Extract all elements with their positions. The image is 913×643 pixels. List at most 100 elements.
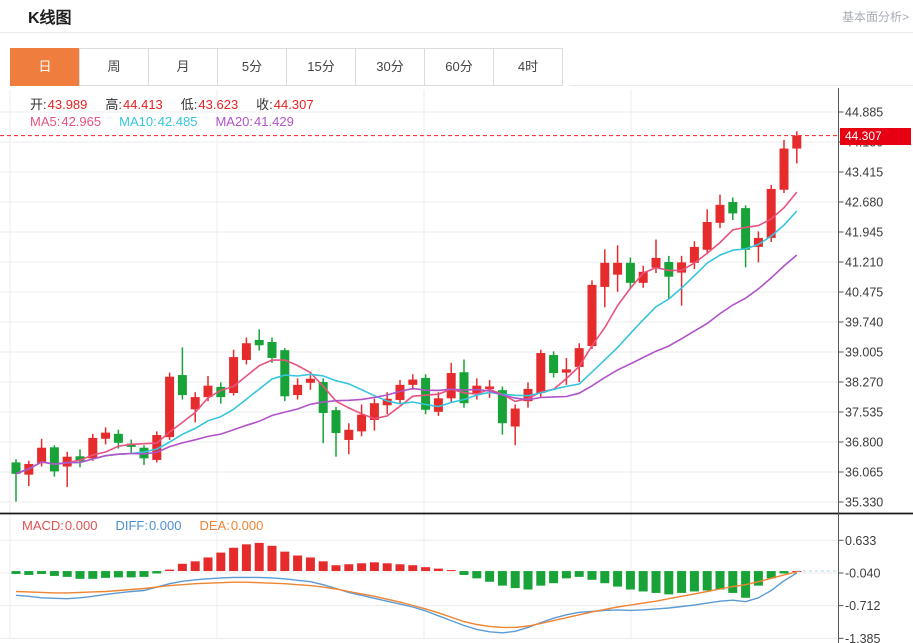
- readout-label: MA20:: [215, 114, 254, 129]
- candle-body: [702, 222, 712, 250]
- readout-label: 收:: [256, 97, 273, 112]
- macd-readout: MACD:0.000 DIFF:0.000 DEA:0.000: [22, 518, 281, 533]
- macd-bar: [472, 571, 482, 579]
- macd-bar: [497, 571, 507, 586]
- macd-bar: [369, 562, 379, 572]
- y-axis-label: 35.330: [845, 496, 883, 510]
- candle-body: [203, 385, 213, 398]
- candle-body: [715, 204, 725, 223]
- ma20-line: [15, 254, 798, 475]
- macd-axis-label: -0.712: [845, 599, 880, 613]
- y-axis-label: 36.065: [845, 466, 883, 480]
- candle-body: [216, 386, 226, 398]
- macd-bar: [753, 571, 763, 586]
- candle-body: [395, 384, 405, 400]
- candle-body: [75, 456, 85, 462]
- candle-body: [318, 382, 328, 414]
- readout-item: DEA:0.000: [199, 518, 267, 533]
- macd-bar: [523, 571, 533, 590]
- readout-value: 0.000: [148, 518, 182, 533]
- candle-body: [625, 262, 635, 283]
- y-axis-label: 38.270: [845, 376, 883, 390]
- tab-period-0[interactable]: 日: [10, 48, 80, 86]
- candle-body: [753, 237, 763, 247]
- candle-body: [254, 339, 264, 346]
- candle-body: [293, 384, 303, 396]
- macd-bar: [126, 571, 136, 578]
- macd-bar: [331, 565, 341, 572]
- candle-body: [433, 398, 443, 412]
- macd-bar: [651, 571, 661, 593]
- candle-body: [37, 447, 47, 464]
- candle-body: [357, 414, 367, 432]
- readout-item: 收:44.307: [256, 97, 317, 112]
- tab-period-6[interactable]: 60分: [424, 48, 494, 86]
- tab-period-1[interactable]: 周: [79, 48, 149, 86]
- readout-item: MA10:42.485: [119, 114, 201, 129]
- fundamental-analysis-link[interactable]: 基本面分析>: [841, 10, 909, 24]
- macd-bar: [689, 571, 699, 592]
- readout-label: DEA:: [199, 518, 230, 533]
- candle-body: [331, 410, 341, 434]
- candle-body: [382, 398, 392, 406]
- macd-bar: [536, 571, 546, 586]
- macd-bar: [549, 571, 559, 584]
- macd-bar: [677, 571, 687, 593]
- macd-bar: [664, 571, 674, 595]
- macd-bar: [587, 571, 597, 580]
- readout-item: MA5:42.965: [30, 114, 105, 129]
- tab-period-3[interactable]: 5分: [217, 48, 287, 86]
- macd-bar: [280, 551, 290, 572]
- candle-body: [459, 372, 469, 404]
- tab-period-5[interactable]: 30分: [355, 48, 425, 86]
- candle-body: [11, 462, 21, 474]
- candle-body: [613, 262, 623, 275]
- candle-body: [126, 443, 136, 447]
- readout-label: MA5:: [30, 114, 61, 129]
- y-axis-label: 39.005: [845, 346, 883, 360]
- candle-body: [369, 403, 379, 420]
- header-divider: [0, 32, 913, 33]
- tab-period-4[interactable]: 15分: [286, 48, 356, 86]
- macd-bar: [408, 565, 418, 572]
- candle-body: [421, 377, 431, 410]
- macd-bar: [574, 571, 584, 577]
- candle-body: [344, 429, 354, 440]
- readout-label: 高:: [105, 97, 123, 112]
- current-price-badge: 44.307: [840, 128, 911, 145]
- candle-body: [62, 456, 72, 467]
- readout-item: 低:43.623: [181, 97, 242, 112]
- page-title: K线图: [28, 10, 72, 27]
- candle-body: [408, 379, 418, 385]
- macd-bar: [459, 571, 469, 575]
- tab-period-2[interactable]: 月: [148, 48, 218, 86]
- macd-bar: [101, 571, 111, 578]
- macd-bar: [613, 571, 623, 587]
- y-axis-label: 42.680: [845, 196, 883, 210]
- macd-bar: [37, 571, 47, 574]
- candle-body: [792, 135, 802, 149]
- readout-label: DIFF:: [115, 518, 148, 533]
- readout-label: 低:: [180, 97, 198, 112]
- macd-bar: [152, 571, 162, 574]
- tab-period-7[interactable]: 4时: [493, 48, 563, 86]
- candle-body: [638, 271, 648, 283]
- ma-readout: MA5:42.965 MA10:42.485 MA20:41.429: [30, 114, 312, 129]
- y-axis-label: 36.800: [845, 436, 883, 450]
- macd-bar: [357, 563, 367, 572]
- macd-bar: [11, 571, 21, 574]
- candle-body: [49, 447, 59, 472]
- ohlc-readout: 开:43.989 高:44.413 低:43.623 收:44.307: [30, 94, 332, 113]
- diff-line: [15, 572, 798, 634]
- candle-body: [689, 246, 699, 263]
- readout-value: 43.623: [198, 97, 239, 112]
- macd-bar: [241, 544, 251, 572]
- macd-bar: [638, 571, 648, 592]
- candle-body: [549, 355, 559, 374]
- readout-label: 开:: [30, 97, 47, 112]
- macd-axis-label: -0.040: [845, 567, 880, 581]
- candle-body: [651, 257, 661, 268]
- period-tab-bar: 日周月 5分 15分 30分 60分 4时: [10, 48, 563, 86]
